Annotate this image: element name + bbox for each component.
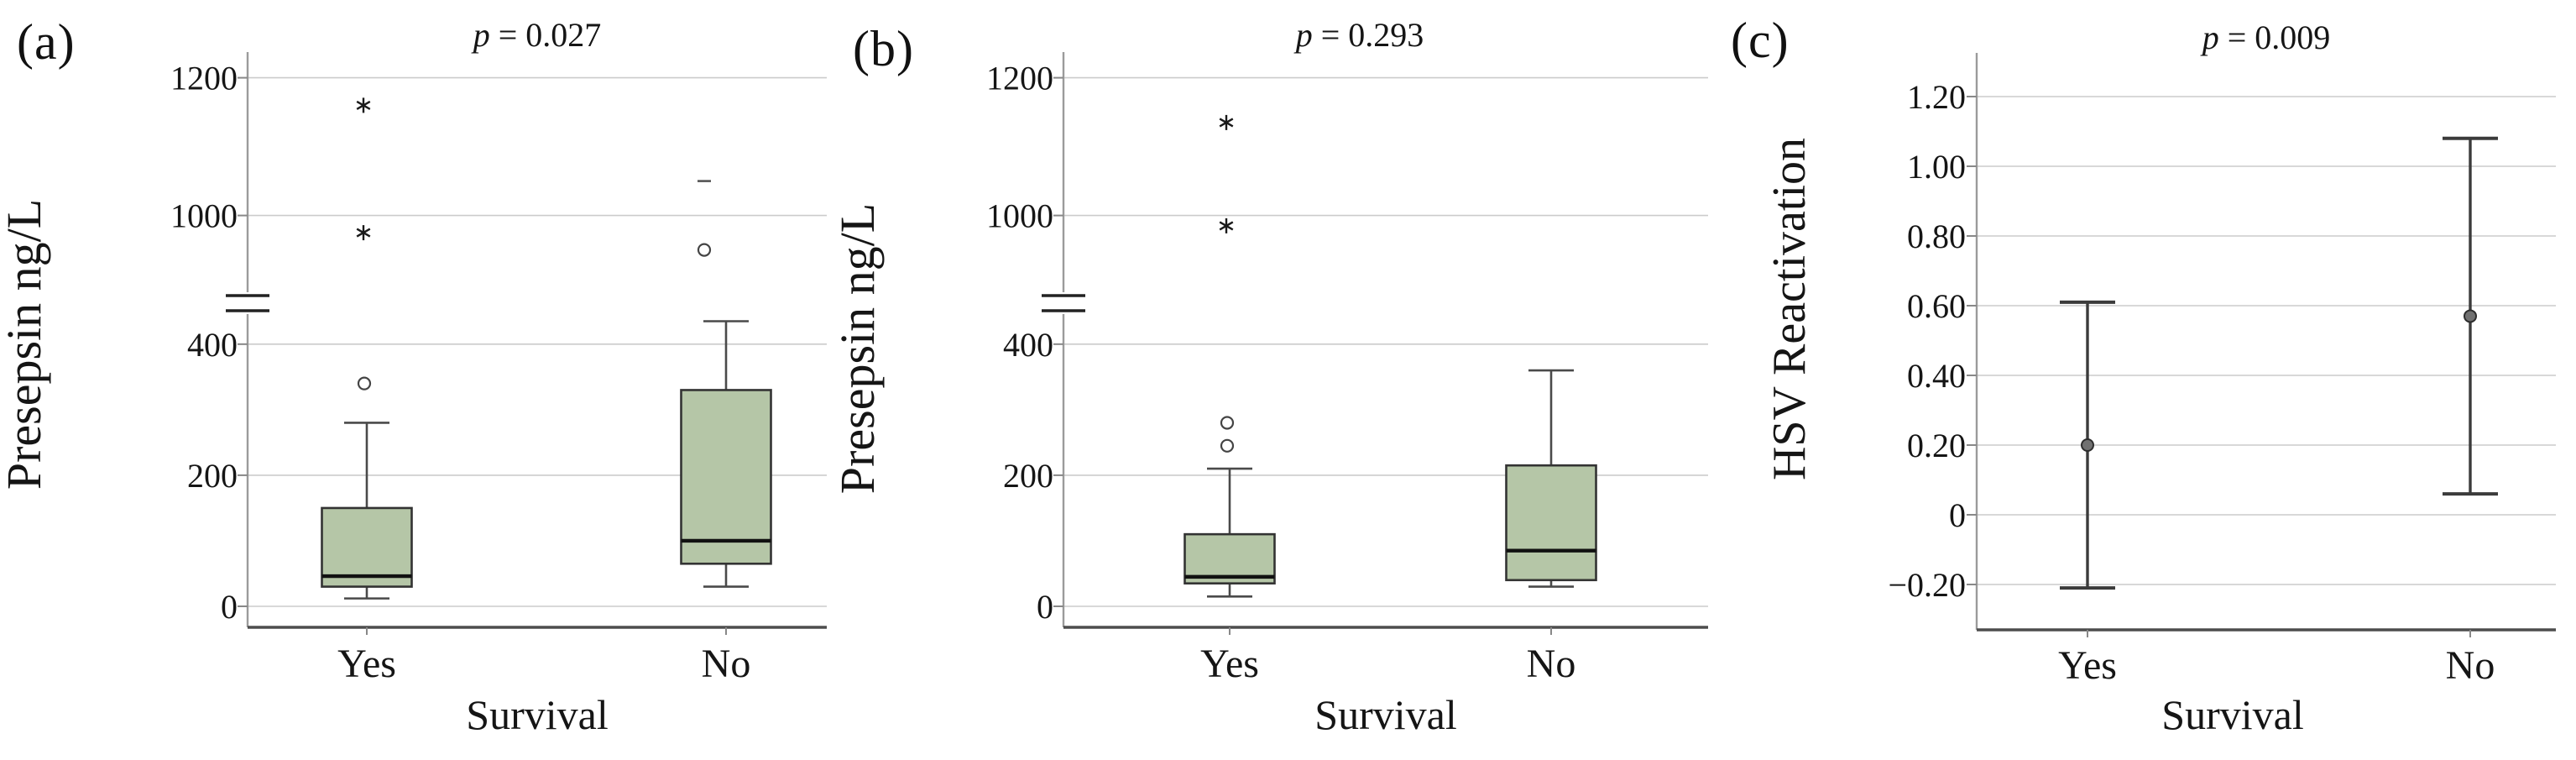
y-tick-label: 1000: [986, 197, 1053, 235]
y-tick-label: 200: [187, 457, 238, 495]
outlier-circle-icon: [357, 376, 372, 390]
category-label-no: No: [2446, 643, 2495, 688]
y-tick-label: 200: [1003, 457, 1053, 495]
outlier-circle-icon: [1220, 438, 1235, 453]
x-axis-title: Survival: [1314, 691, 1456, 738]
x-axis-title: Survival: [2161, 691, 2303, 738]
outlier-circle-icon: [1220, 416, 1235, 430]
p-value-annotation: p = 0.027: [471, 16, 602, 54]
extreme-outlier-star-icon: [356, 100, 371, 110]
y-tick-label: 0.60: [1907, 287, 1966, 325]
y-tick-label: 0.80: [1907, 218, 1966, 255]
y-axis-title: Presepsin ng/L: [830, 203, 885, 494]
y-tick-label: 1200: [170, 60, 238, 97]
category-label-no: No: [1527, 642, 1576, 686]
y-tick-label: 1200: [986, 60, 1053, 97]
panel-c-letter: (c): [1731, 13, 1790, 68]
mean-point-marker: [2081, 438, 2094, 452]
y-tick-label: 0.20: [1907, 427, 1966, 464]
box-yes: [321, 506, 413, 588]
y-tick-label: −0.20: [1888, 566, 1966, 604]
box-no: [680, 389, 772, 565]
y-tick-label: 0: [221, 588, 238, 626]
y-axis-title: Presepsin ng/L: [0, 199, 51, 490]
y-tick-label: 1.00: [1907, 148, 1966, 186]
y-axis-title: HSV Reactivation: [1763, 138, 1816, 480]
axis-break-gap: [244, 292, 251, 314]
category-label-yes: Yes: [337, 642, 396, 686]
axis-break-gap: [1060, 292, 1067, 314]
y-tick-label: 400: [187, 326, 238, 364]
category-label-yes: Yes: [2058, 643, 2117, 688]
box-no: [1505, 464, 1597, 582]
y-tick-label: 1.20: [1907, 78, 1966, 116]
panel-a-letter: (a): [17, 14, 76, 70]
category-label-no: No: [702, 642, 751, 686]
y-tick-label: 0: [1949, 496, 1966, 534]
y-tick-label: 0.40: [1907, 357, 1966, 395]
y-tick-label: 1000: [170, 197, 238, 235]
p-value-annotation: p = 0.009: [2200, 18, 2331, 56]
extreme-outlier-star-icon: [356, 228, 371, 238]
outlier-circle-icon: [697, 243, 712, 257]
p-value-annotation: p = 0.293: [1293, 16, 1424, 54]
x-axis-title: Survival: [466, 691, 608, 738]
extreme-outlier-star-icon: [1219, 118, 1234, 128]
extreme-outlier-star-icon: [1219, 221, 1234, 231]
mean-point-marker: [2464, 309, 2477, 323]
y-tick-label: 0: [1037, 588, 1053, 626]
y-tick-label: 400: [1003, 326, 1053, 364]
panel-b-letter: (b): [853, 21, 914, 76]
category-label-yes: Yes: [1200, 642, 1259, 686]
